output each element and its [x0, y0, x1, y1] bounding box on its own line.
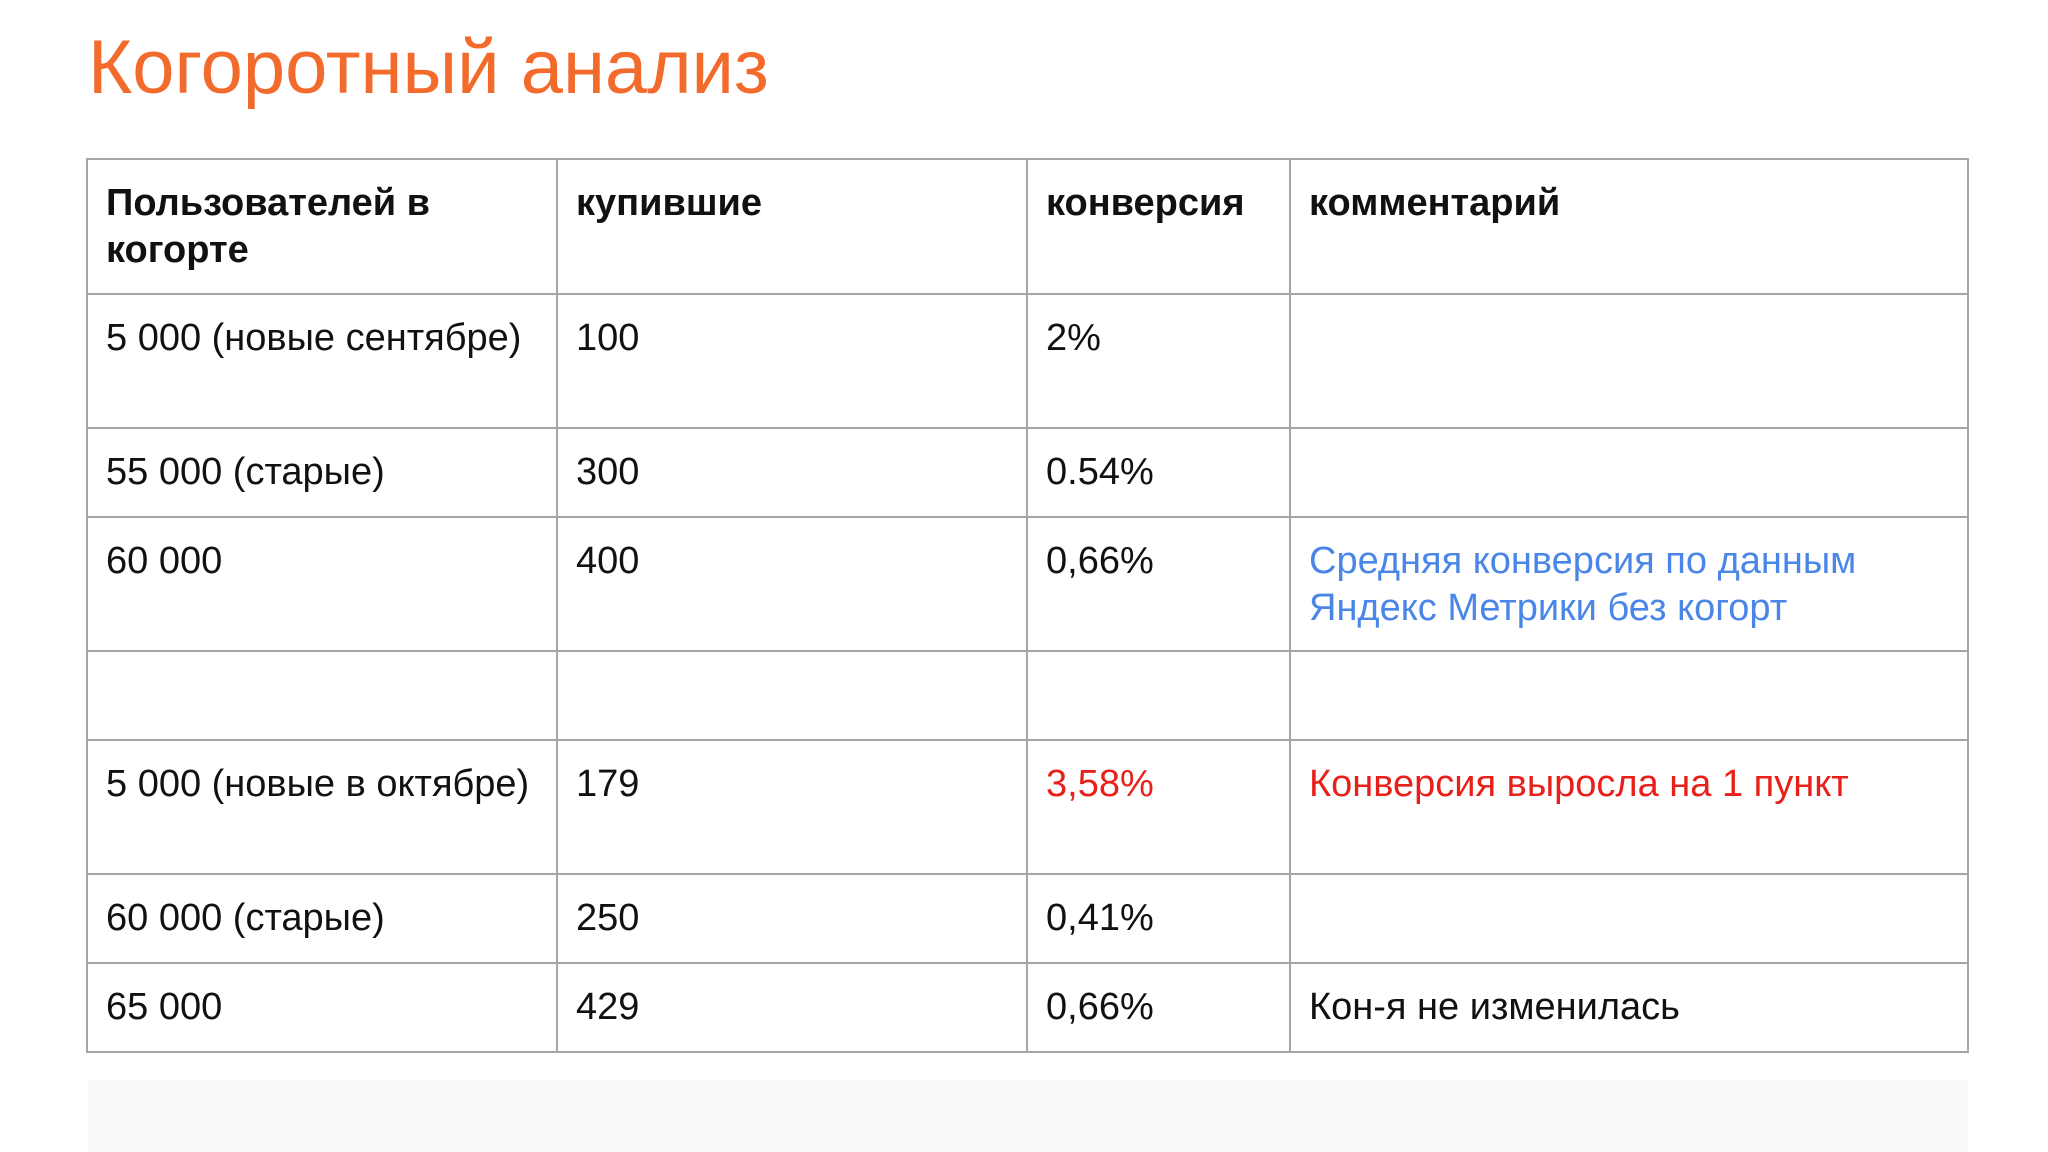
header-users: Пользователей в когорте	[86, 158, 558, 295]
cell-buyers: 300	[556, 427, 1028, 518]
table-row-empty	[86, 650, 1969, 741]
cell-conversion	[1026, 650, 1291, 741]
cell-comment: Кон-я не изменилась	[1289, 962, 1969, 1053]
cell-users: 65 000	[86, 962, 558, 1053]
cell-users	[86, 650, 558, 741]
header-buyers: купившие	[556, 158, 1028, 295]
cell-buyers	[556, 650, 1028, 741]
table-row: 5 000 (новые в октябре) 179 3,58% Конвер…	[86, 739, 1969, 875]
cell-users: 5 000 (новые в октябре)	[86, 739, 558, 875]
cell-users: 5 000 (новые сентябре)	[86, 293, 558, 429]
cell-conversion: 0.54%	[1026, 427, 1291, 518]
cell-comment	[1289, 873, 1969, 964]
cell-conversion: 0,66%	[1026, 962, 1291, 1053]
cell-comment	[1289, 650, 1969, 741]
table-row: 60 000 (старые) 250 0,41%	[86, 873, 1969, 964]
cell-buyers: 100	[556, 293, 1028, 429]
cell-buyers: 179	[556, 739, 1028, 875]
cell-buyers: 250	[556, 873, 1028, 964]
cell-comment	[1289, 293, 1969, 429]
slide-title: Когоротный анализ	[88, 25, 769, 110]
cell-buyers: 429	[556, 962, 1028, 1053]
cell-comment	[1289, 427, 1969, 518]
cell-comment-average-note: Средняя конверсия по данным Яндекс Метри…	[1289, 516, 1969, 652]
cell-conversion: 2%	[1026, 293, 1291, 429]
cell-conversion-highlight: 3,58%	[1026, 739, 1291, 875]
cell-conversion: 0,66%	[1026, 516, 1291, 652]
cell-users: 60 000 (старые)	[86, 873, 558, 964]
table-row: 65 000 429 0,66% Кон-я не изменилась	[86, 962, 1969, 1053]
cohort-table: Пользователей в когорте купившие конверс…	[86, 158, 1969, 1053]
table-row: 55 000 (старые) 300 0.54%	[86, 427, 1969, 518]
cell-users: 55 000 (старые)	[86, 427, 558, 518]
header-conversion: конверсия	[1026, 158, 1291, 295]
cell-conversion: 0,41%	[1026, 873, 1291, 964]
cell-buyers: 400	[556, 516, 1028, 652]
table-header-row: Пользователей в когорте купившие конверс…	[86, 158, 1969, 295]
table-row: 60 000 400 0,66% Средняя конверсия по да…	[86, 516, 1969, 652]
slide-bottom-strip	[88, 1080, 1968, 1152]
cell-comment-growth-note: Конверсия выросла на 1 пункт	[1289, 739, 1969, 875]
cell-users: 60 000	[86, 516, 558, 652]
header-comment: комментарий	[1289, 158, 1969, 295]
table-row: 5 000 (новые сентябре) 100 2%	[86, 293, 1969, 429]
